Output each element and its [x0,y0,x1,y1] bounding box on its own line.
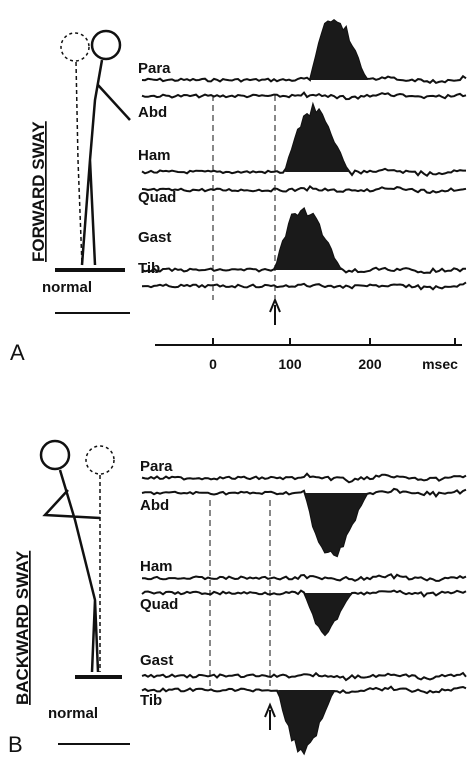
emg-trace [141,184,467,195]
emg-trace [141,281,467,291]
emg-trace [141,671,467,682]
emg-burst [305,593,352,635]
panel-a: FORWARD SWAY normal A Para Abd Ham Quad … [10,29,462,372]
emg-trace [141,91,467,101]
emg-trace [141,573,467,582]
stance-label: normal [48,705,98,722]
arrow [264,702,276,730]
muscle-label: Tib [138,260,160,277]
panel-b: BACKWARD SWAY normal B Para Abd Ham Quad… [8,439,276,757]
panel-title: FORWARD SWAY [29,121,48,262]
emg-burst [278,690,335,754]
muscle-label: Para [138,60,171,77]
tick-label: 0 [209,356,217,372]
axis-unit: msec [422,356,458,372]
stance-label: normal [42,279,92,296]
muscle-label: Abd [138,104,167,121]
emg-trace [141,19,467,85]
panel-title: BACKWARD SWAY [13,550,32,705]
panel-label: A [10,340,25,365]
emg-trace [141,472,467,484]
muscle-label: Abd [140,497,169,514]
muscle-label: Ham [140,558,173,575]
panel-label: B [8,732,23,757]
stick-figure [55,29,131,272]
muscle-label: Tib [140,692,162,709]
muscle-label: Gast [138,229,171,246]
emg-burst [310,20,368,80]
arrow [269,297,281,325]
muscle-label: Quad [138,189,176,206]
emg-trace [141,487,467,558]
tick-label: 200 [358,356,382,372]
time-axis [155,338,462,346]
emg-burst [275,208,342,270]
stick-figure [39,439,122,679]
muscle-label: Quad [140,596,178,613]
emg-burst [285,105,350,172]
muscle-label: Ham [138,147,171,164]
emg-trace [141,589,467,637]
muscle-label: Para [140,458,173,475]
emg-burst [305,493,368,556]
tick-label: 100 [278,356,302,372]
muscle-label: Gast [140,652,173,669]
